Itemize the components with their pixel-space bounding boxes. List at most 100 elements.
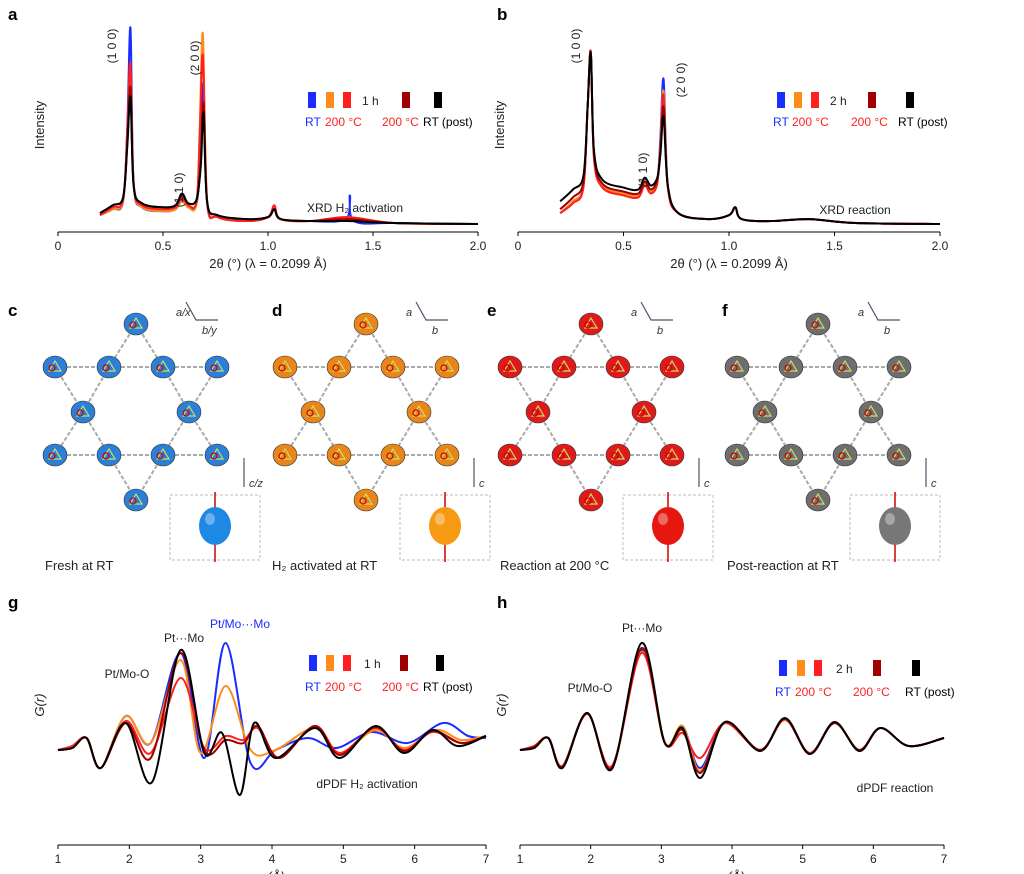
cluster-oxygen	[503, 452, 511, 460]
series-line	[559, 51, 941, 226]
cluster-atoms	[610, 359, 626, 372]
axis-label-a: a	[858, 307, 864, 319]
panel-label: c	[8, 301, 17, 320]
x-tick-label: 3	[658, 852, 665, 866]
x-tick-label: 6	[870, 852, 877, 866]
sphere-highlight	[885, 513, 895, 525]
cluster-oxygen	[48, 364, 56, 372]
cluster-oxygen	[730, 452, 738, 460]
legend-label: RT (post)	[905, 685, 955, 699]
cluster-oxygen	[611, 452, 619, 460]
cluster-atoms	[664, 359, 680, 372]
peak-annotation: (2 0 0)	[674, 63, 688, 98]
legend-time: 2 h	[836, 662, 853, 676]
legend-time: 1 h	[362, 94, 379, 108]
cluster-atoms	[358, 492, 374, 505]
peak-annotation: Pt/Mo···Mo	[210, 617, 270, 631]
chart-title: dPDF reaction	[857, 781, 934, 795]
peak-annotation: (1 1 0)	[636, 153, 650, 188]
x-tick-label: 7	[483, 852, 490, 866]
series-line	[57, 641, 487, 771]
legend-swatch	[873, 660, 881, 676]
x-tick-label: 2.0	[470, 239, 487, 253]
legend: 1 h RT 200 °C 200 °C RT (post)	[305, 92, 473, 129]
cluster-oxygen	[637, 409, 645, 417]
chart-title: XRD H₂ activation	[307, 201, 403, 215]
x-tick-label: 0.5	[155, 239, 172, 253]
legend-label: 200 °C	[853, 685, 890, 699]
axis-label-c: c/z	[249, 478, 264, 490]
axis-label-b: b	[432, 325, 438, 337]
cluster-atoms	[155, 447, 171, 460]
cluster-atoms	[664, 447, 680, 460]
series-line	[559, 51, 941, 226]
legend-swatch	[814, 660, 822, 676]
cluster-oxygen	[182, 409, 190, 417]
legend-swatch	[794, 92, 802, 108]
structure-panel-d: d a b c H₂ activated at RT	[272, 301, 491, 573]
legend-label: RT	[305, 115, 321, 129]
cluster-oxygen	[386, 452, 394, 460]
peak-annotation: (1 1 0)	[172, 173, 186, 208]
legend: 1 h RT 200 °C 200 °C RT (post)	[305, 655, 473, 694]
legend-swatch	[343, 92, 351, 108]
structure-caption: Reaction at 200 °C	[500, 558, 609, 573]
chart-title: dPDF H₂ activation	[316, 777, 417, 791]
cluster-atoms	[556, 447, 572, 460]
legend-label: RT	[775, 685, 791, 699]
axis-arrow-icon	[415, 301, 448, 321]
cluster-atoms	[837, 447, 853, 460]
cluster-oxygen	[129, 497, 137, 505]
structure-panel-e: e a b c Reaction at 200 °C	[487, 301, 714, 573]
x-tick-label: 4	[729, 852, 736, 866]
x-tick-label: 3	[197, 852, 204, 866]
x-tick-label: 2	[587, 852, 594, 866]
panel-label: h	[497, 593, 507, 612]
axis-arrow-icon	[640, 301, 673, 321]
cluster-atoms	[331, 447, 347, 460]
cluster-atoms	[385, 447, 401, 460]
legend-swatch	[906, 92, 914, 108]
axis-label-a: a	[406, 307, 412, 319]
cluster-atoms	[101, 359, 117, 372]
legend-swatch	[402, 92, 410, 108]
x-tick-label: 5	[799, 852, 806, 866]
cluster-atoms	[863, 404, 879, 417]
x-tick-label: 1.0	[721, 239, 738, 253]
cluster-atoms	[209, 359, 225, 372]
structure-caption: H₂ activated at RT	[272, 558, 377, 573]
peak-annotation: Pt/Mo-O	[568, 681, 613, 695]
cluster-atoms	[209, 447, 225, 460]
cluster-oxygen	[129, 321, 137, 329]
x-tick-label: 1	[55, 852, 62, 866]
cluster-oxygen	[156, 452, 164, 460]
cluster-oxygen	[102, 452, 110, 460]
peak-annotation: (2 0 0)	[188, 41, 202, 76]
cluster-oxygen	[440, 452, 448, 460]
legend-swatch	[434, 92, 442, 108]
y-axis-label: G(r)	[494, 693, 509, 716]
legend-swatch	[811, 92, 819, 108]
legend-swatch	[308, 92, 316, 108]
cluster-oxygen	[359, 321, 367, 329]
x-tick-label: 1.0	[260, 239, 277, 253]
cluster-atoms	[502, 359, 518, 372]
axis-label-a: a/x	[176, 307, 191, 319]
x-axis-label: r (Å)	[259, 869, 284, 874]
axis-label-c: c	[931, 478, 937, 490]
peak-annotation: Pt···Mo	[622, 621, 662, 635]
cluster-oxygen	[278, 452, 286, 460]
cluster-atoms	[47, 447, 63, 460]
cluster-atoms	[757, 404, 773, 417]
cluster-atoms	[331, 359, 347, 372]
cluster-atoms	[583, 316, 599, 329]
cluster-atoms	[891, 447, 907, 460]
series-line	[559, 49, 941, 226]
chart-b: b 0 0.5 1.0 1.5 2.0 2θ (°) (λ = 0.2099 Å) Inten…	[492, 5, 949, 271]
axis-label-c: c	[479, 478, 485, 490]
cluster-atoms	[411, 404, 427, 417]
series-line	[559, 49, 941, 226]
cluster-atoms	[502, 447, 518, 460]
x-tick-label: 7	[941, 852, 948, 866]
cluster-atoms	[610, 447, 626, 460]
